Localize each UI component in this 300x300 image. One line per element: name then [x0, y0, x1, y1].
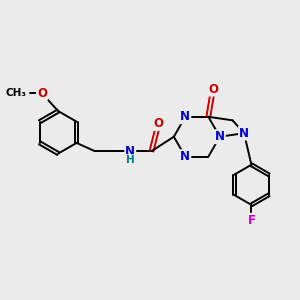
- Text: N: N: [125, 145, 135, 158]
- Text: H: H: [126, 155, 135, 165]
- Text: F: F: [248, 214, 255, 227]
- Text: O: O: [208, 82, 218, 96]
- Text: N: N: [239, 127, 249, 140]
- Text: CH₃: CH₃: [6, 88, 27, 98]
- Text: N: N: [180, 150, 190, 163]
- Text: O: O: [37, 87, 47, 100]
- Text: N: N: [180, 110, 190, 123]
- Text: O: O: [153, 117, 163, 130]
- Text: N: N: [215, 130, 225, 143]
